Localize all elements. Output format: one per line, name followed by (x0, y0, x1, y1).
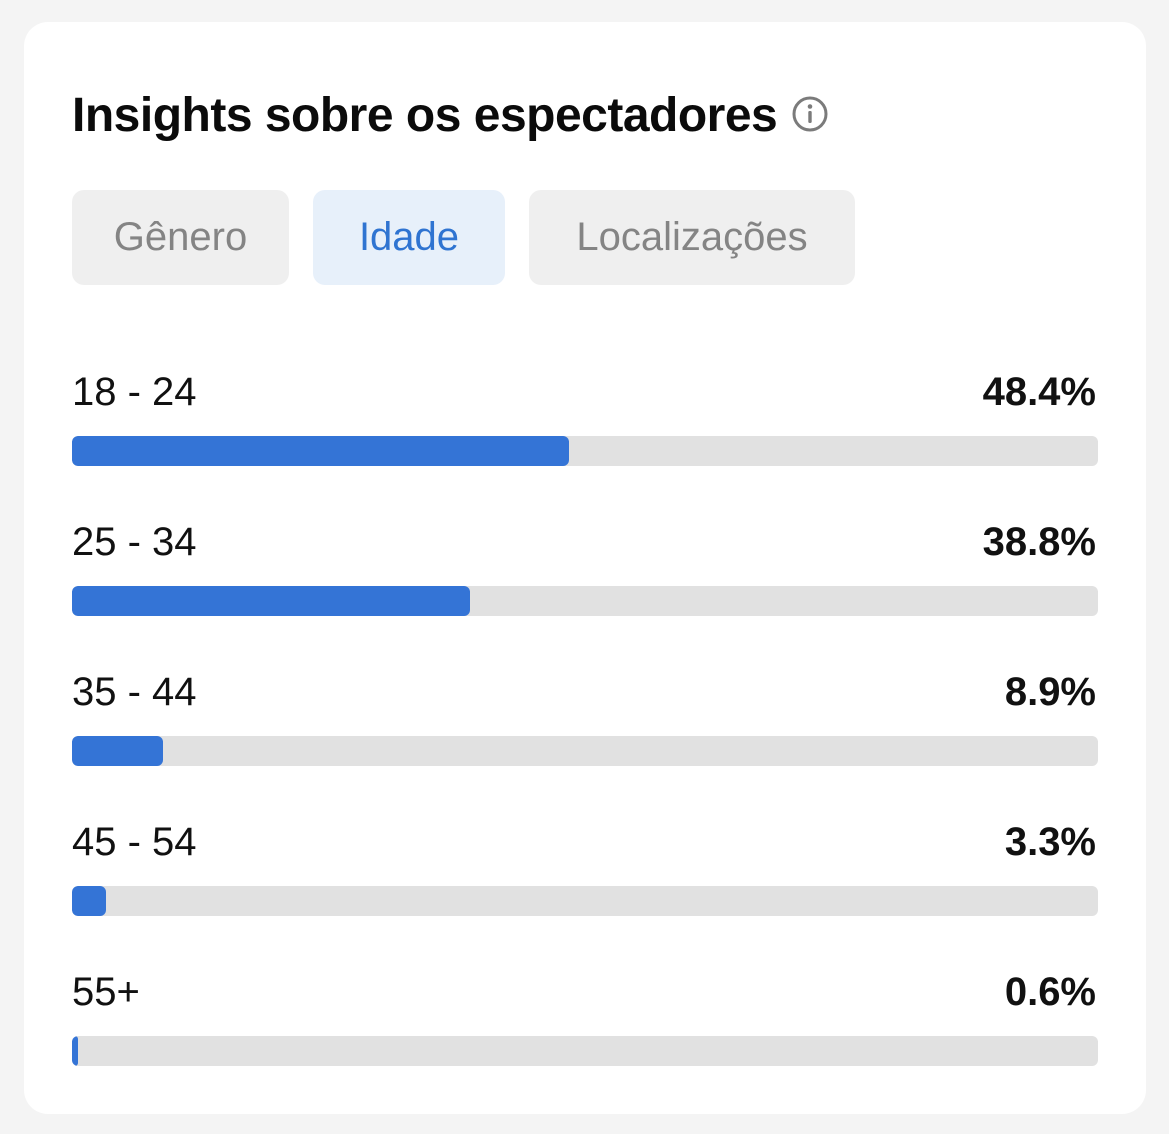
progress-track (72, 886, 1098, 916)
age-range-label: 18 - 24 (72, 370, 197, 414)
age-percent-value: 0.6% (1004, 970, 1096, 1014)
age-row: 25 - 34 38.8% (72, 512, 1098, 662)
age-row: 45 - 54 3.3% (72, 812, 1098, 962)
card-header: Insights sobre os espectadores (72, 88, 829, 144)
progress-fill (72, 886, 106, 916)
tab-genero[interactable]: Gênero (72, 190, 289, 285)
progress-fill (72, 436, 569, 466)
tab-localizacoes[interactable]: Localizações (529, 190, 855, 285)
progress-track (72, 436, 1098, 466)
viewer-insights-card: Insights sobre os espectadores Gênero Id… (24, 22, 1146, 1114)
age-range-label: 25 - 34 (72, 520, 197, 564)
age-row: 18 - 24 48.4% (72, 362, 1098, 512)
progress-fill (72, 1036, 79, 1066)
progress-fill (72, 586, 471, 616)
tab-idade-label: Idade (358, 215, 460, 259)
age-range-label: 35 - 44 (72, 670, 197, 714)
progress-fill (72, 736, 164, 766)
age-row: 55+ 0.6% (72, 962, 1098, 1112)
age-percent-value: 3.3% (1004, 820, 1096, 864)
age-range-label: 45 - 54 (72, 820, 197, 864)
age-percent-value: 38.8% (982, 520, 1096, 564)
age-range-label: 55+ (72, 970, 140, 1014)
info-circle-icon[interactable] (791, 95, 829, 133)
progress-track (72, 736, 1098, 766)
age-percent-value: 48.4% (982, 370, 1096, 414)
age-row: 35 - 44 8.9% (72, 662, 1098, 812)
tab-genero-label: Gênero (113, 215, 248, 259)
tab-localizacoes-label: Localizações (576, 215, 808, 259)
progress-track (72, 586, 1098, 616)
progress-track (72, 1036, 1098, 1066)
tab-idade[interactable]: Idade (313, 190, 505, 285)
card-title: Insights sobre os espectadores (72, 89, 778, 142)
insights-tabs: Gênero Idade Localizações (72, 190, 855, 285)
age-distribution-list: 18 - 24 48.4% 25 - 34 38.8% 35 - 44 8.9%… (72, 362, 1098, 1112)
age-percent-value: 8.9% (1004, 670, 1096, 714)
